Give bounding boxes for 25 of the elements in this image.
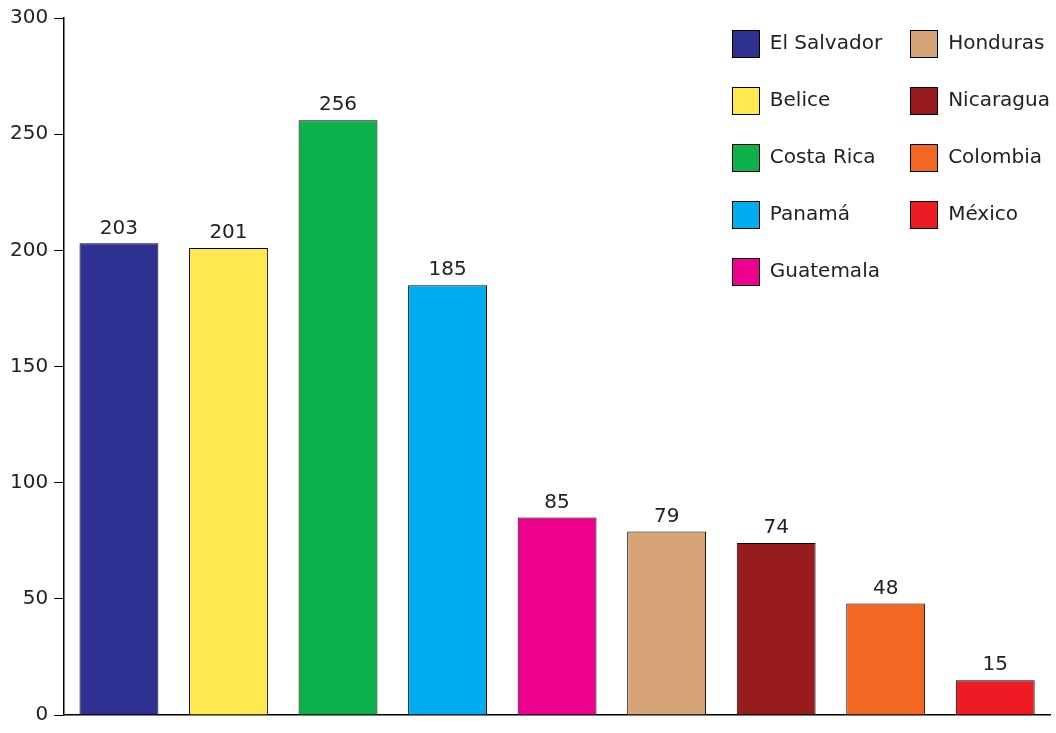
data-label: 203 — [99, 214, 139, 239]
legend-label: Costa Rica — [769, 144, 876, 168]
y-tick-label: 0 — [35, 701, 49, 726]
data-label: 85 — [544, 488, 570, 513]
data-label: 185 — [428, 256, 467, 281]
legend-label: Honduras — [948, 30, 1045, 54]
y-tick-label: 150 — [9, 352, 49, 377]
y-tick-label: 250 — [9, 120, 49, 145]
data-label: 48 — [872, 574, 899, 599]
legend-label: Guatemala — [769, 258, 880, 282]
data-label: 15 — [982, 651, 1008, 676]
legend-label: Belice — [769, 87, 831, 111]
legend-label: México — [948, 201, 1018, 225]
y-tick-label: 300 — [9, 4, 49, 29]
data-label: 74 — [763, 514, 789, 539]
data-label: 79 — [653, 502, 680, 527]
data-label: 201 — [209, 219, 248, 244]
legend-label: Colombia — [948, 144, 1043, 168]
y-tick-label: 50 — [22, 585, 49, 610]
legend-label: Nicaragua — [948, 87, 1050, 111]
legend-label: Panamá — [769, 201, 850, 225]
y-tick-label: 100 — [9, 468, 49, 493]
legend-label: El Salvador — [769, 30, 883, 54]
y-tick-label: 200 — [9, 236, 49, 261]
data-label: 256 — [318, 91, 358, 116]
